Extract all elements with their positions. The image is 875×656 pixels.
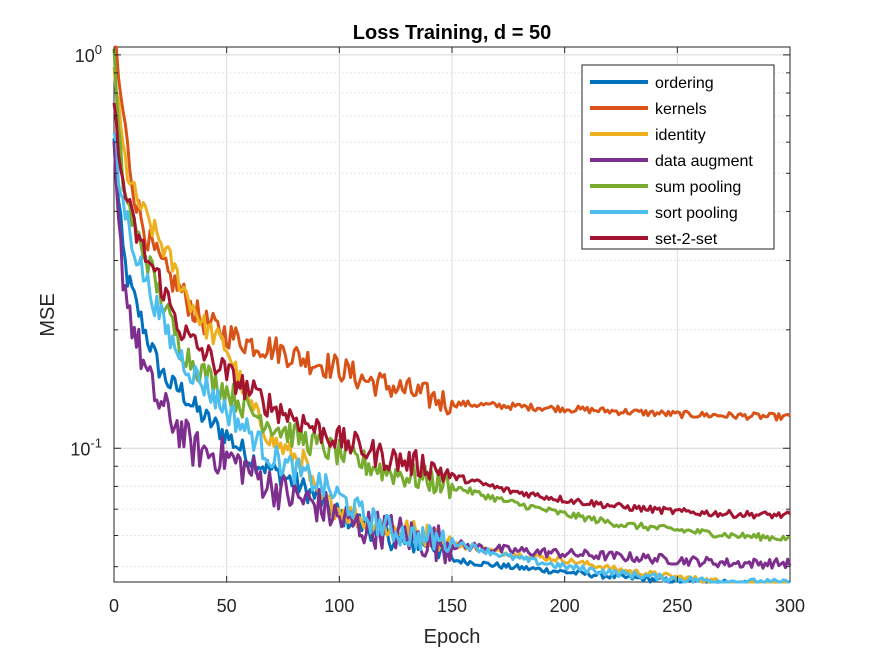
x-tick-label: 200 xyxy=(550,596,580,616)
legend-label: kernels xyxy=(655,101,707,118)
legend-label: data augment xyxy=(655,153,753,170)
legend-box xyxy=(581,64,775,250)
y-tick-label: 10-1 xyxy=(70,435,102,459)
y-tick-label: 100 xyxy=(75,42,102,66)
chart-title: Loss Training, d = 50 xyxy=(353,22,551,44)
legend-label: identity xyxy=(655,127,706,144)
x-axis-label: Epoch xyxy=(424,626,481,648)
x-tick-label: 150 xyxy=(437,596,467,616)
x-tick-label: 0 xyxy=(109,596,119,616)
legend-label: ordering xyxy=(655,75,714,92)
y-axis-ticks: 10-1 100 xyxy=(70,42,790,568)
x-tick-label: 100 xyxy=(324,596,354,616)
legend-label: sort pooling xyxy=(655,205,738,222)
legend: ordering kernels identity data augment sum p… xyxy=(581,64,775,250)
series-line-sum-pooling xyxy=(112,48,792,542)
grid-lines xyxy=(114,47,790,582)
series-line-kernels xyxy=(113,45,791,422)
x-tick-label: 300 xyxy=(775,596,805,616)
series-line-set-2-set xyxy=(112,102,791,520)
legend-label: set-2-set xyxy=(655,231,718,248)
series-line-data-augment xyxy=(112,140,792,570)
x-tick-label: 250 xyxy=(662,596,692,616)
x-axis-ticks: 0 50 100 150 200 250 300 xyxy=(109,47,805,616)
legend-label: sum pooling xyxy=(655,179,741,196)
x-tick-label: 50 xyxy=(217,596,237,616)
y-axis-label: MSE xyxy=(37,293,59,336)
